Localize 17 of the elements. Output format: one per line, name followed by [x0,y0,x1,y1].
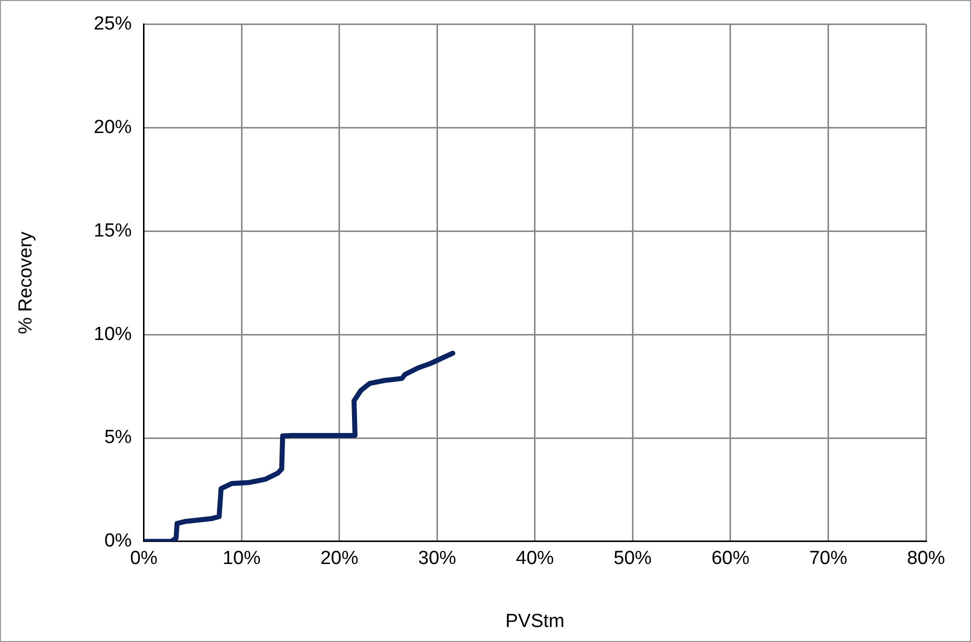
y-tick-label: 10% [94,324,132,345]
y-tick-label: 20% [94,117,132,138]
y-tick-label: 0% [104,530,132,552]
x-axis-title: PVStm [505,610,564,632]
x-tick-label: 60% [711,548,750,570]
y-tick-label: 15% [94,220,132,242]
y-axis-title: % Recovery [16,231,37,334]
x-tick-label: 40% [516,548,554,570]
x-tick-label: 20% [320,548,358,570]
y-tick-label: 25% [94,14,132,35]
x-tick-label: 70% [809,548,848,570]
x-tick-label: 30% [418,548,456,570]
x-tick-label: 80% [906,548,946,570]
x-tick-label: 10% [222,548,261,570]
y-tick-label: 5% [104,427,132,448]
x-tick-label: 50% [614,548,652,570]
x-tick-label: 0% [130,548,158,570]
